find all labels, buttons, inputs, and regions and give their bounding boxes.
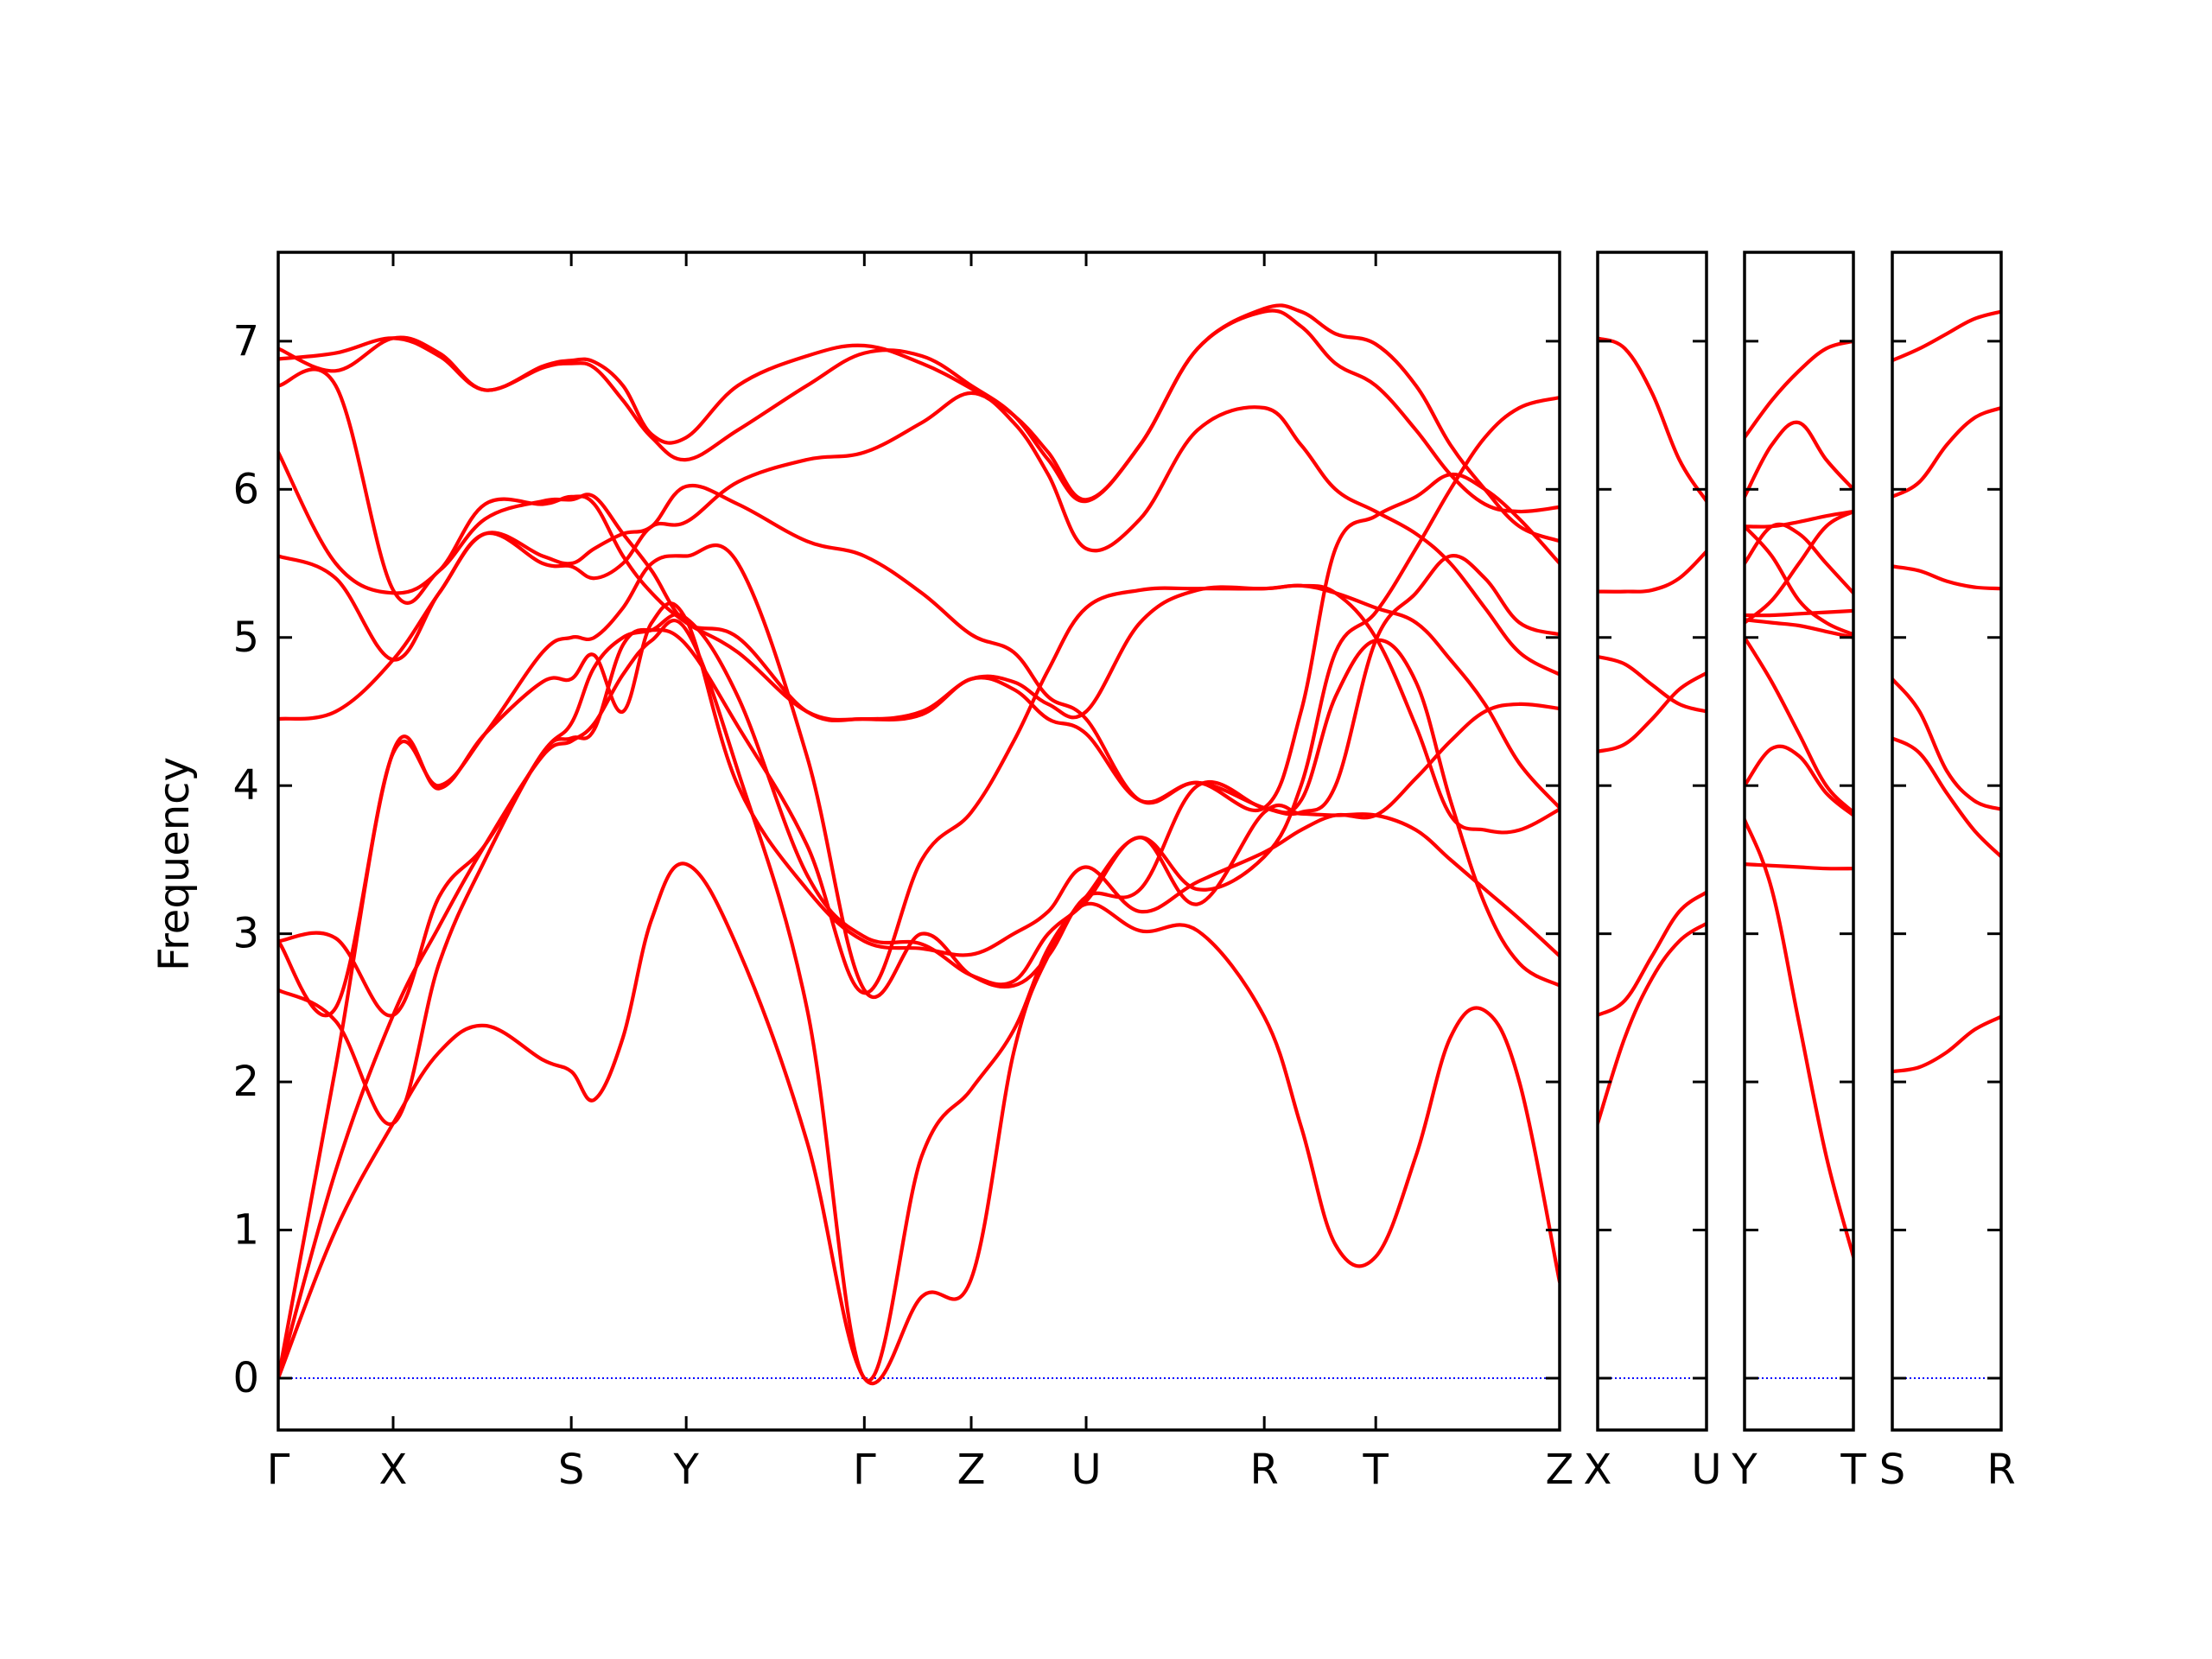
band-line-b5 [1892, 405, 2001, 499]
y-tick-label: 1 [232, 1206, 259, 1255]
y-tick-label: 6 [232, 465, 259, 513]
band-line-b7 [1745, 524, 1853, 637]
bands-group [1745, 339, 1853, 1259]
band-line-b3 [1598, 671, 1707, 753]
bands-group [1598, 336, 1707, 1126]
x-tick-label: Y [673, 1446, 700, 1494]
band-line-b10 [278, 367, 1560, 817]
x-tick-label: U [1071, 1446, 1101, 1494]
bands-group [1892, 309, 2001, 1074]
x-tick-label: R [1249, 1446, 1278, 1494]
y-tick-label: 7 [232, 317, 259, 365]
band-line-b5 [1745, 618, 1853, 639]
band-line-b6 [278, 543, 1560, 1018]
band-line-b9 [278, 450, 1560, 810]
band-line-b12 [278, 303, 1560, 543]
y-tick-label: 0 [232, 1354, 259, 1402]
y-tick-label: 5 [232, 613, 259, 662]
bands-group [278, 303, 1560, 1386]
plot-frame [1891, 251, 2003, 1432]
y-tick-label: 3 [232, 910, 259, 958]
band-line-b11 [1745, 420, 1853, 499]
band-line-b6 [1892, 309, 2001, 363]
band-line-b9 [1745, 509, 1853, 529]
band-line-b5 [1598, 550, 1707, 594]
band-line-b3 [1892, 677, 2001, 811]
plot-frame [276, 251, 1561, 1432]
band-line-b7 [278, 391, 1560, 721]
band-line-b2 [1892, 736, 2001, 859]
band-line-b3 [1745, 744, 1853, 817]
x-tick-label: Y [1731, 1446, 1758, 1494]
band-line-b5 [278, 613, 1560, 1018]
x-tick-label: X [1584, 1446, 1612, 1494]
band-line-b1 [1745, 817, 1853, 1259]
band-line-b6 [1598, 336, 1707, 504]
x-tick-label: Z [1546, 1446, 1574, 1494]
x-tick-label: Γ [267, 1446, 290, 1494]
band-line-b8 [1745, 522, 1853, 595]
band-line-b12 [1745, 339, 1853, 440]
x-tick-label: T [1363, 1446, 1389, 1494]
band-line-b1 [278, 861, 1560, 1386]
x-tick-label: T [1840, 1446, 1866, 1494]
x-tick-label: X [379, 1446, 408, 1494]
band-line-b1 [1598, 921, 1707, 1126]
band-line-b1 [1892, 1014, 2001, 1074]
band-line-b8 [278, 472, 1560, 812]
x-tick-label: S [1879, 1446, 1905, 1494]
band-line-b10 [1745, 509, 1853, 625]
band-line-b4 [1892, 564, 2001, 591]
plot-frame [1596, 251, 1708, 1432]
x-tick-label: U [1691, 1446, 1721, 1494]
band-line-b4 [1598, 654, 1707, 714]
plot-frame [1743, 251, 1855, 1432]
x-tick-label: Z [957, 1446, 986, 1494]
x-tick-label: R [1986, 1446, 2015, 1494]
x-tick-label: S [558, 1446, 584, 1494]
band-line-b4 [1745, 635, 1853, 815]
y-tick-label: 2 [232, 1058, 259, 1106]
x-tick-label: Γ [853, 1446, 876, 1494]
band-line-b4 [278, 583, 1560, 1127]
band-line-b2 [1598, 890, 1707, 1017]
band-line-b6 [1745, 608, 1853, 618]
y-tick-label: 4 [232, 761, 259, 810]
y-axis-label: Frequency [150, 757, 199, 971]
panel-1: 0 1 2 3 4 5 6 7 Γ X S Y Γ Z U R T Z [232, 251, 1574, 1494]
band-line-b2 [1745, 862, 1853, 871]
